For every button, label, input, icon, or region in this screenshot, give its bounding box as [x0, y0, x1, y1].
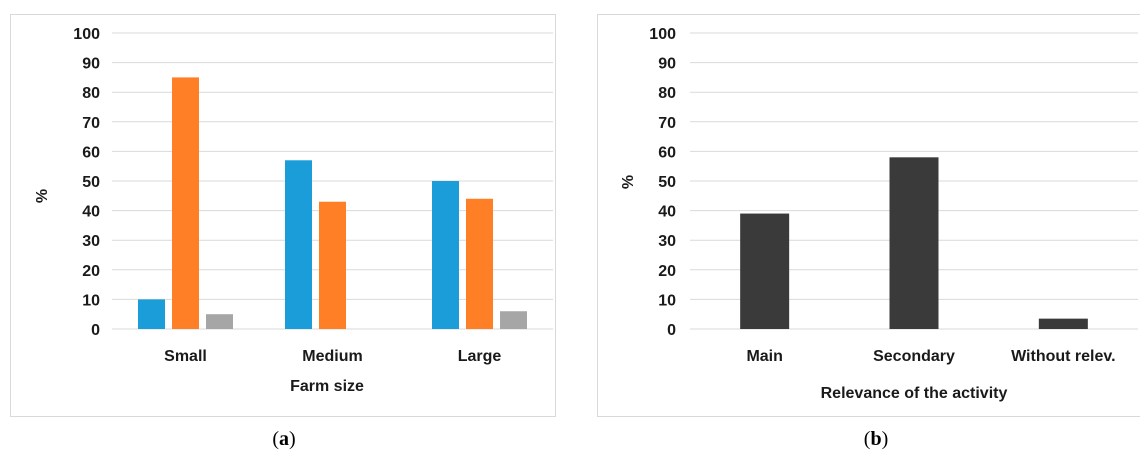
panel-a-bar	[138, 299, 165, 329]
panel-a-y-tick-label: 40	[82, 204, 100, 221]
panel-b-y-ticks: 0 10 20 30 40 50 60 70 80 90 100	[649, 26, 676, 339]
panel-a-categories: Small Medium Large	[164, 348, 501, 365]
panel-b-y-tick-label: 0	[667, 322, 676, 339]
panel-b-x-axis-title: Relevance of the activity	[821, 385, 1008, 402]
panel-b-bar	[1038, 318, 1088, 329]
panel-b-frame	[597, 14, 1140, 417]
caption-a-close: )	[289, 428, 296, 450]
panel-a-y-tick-label: 80	[82, 85, 100, 102]
panel-a-bar	[206, 314, 233, 329]
panel-a-y-tick-label: 10	[82, 292, 100, 309]
panel-b: 0 10 20 30 40 50 60 70 80 90 100 Main Secondary With…	[597, 14, 1140, 417]
panel-a-bar	[285, 160, 312, 329]
panel-a-frame	[10, 14, 556, 417]
panel-a-y-tick-label: 20	[82, 263, 100, 280]
panel-a-y-tick-label: 90	[82, 56, 100, 73]
caption-b-open: (	[864, 428, 871, 450]
panel-a-y-ticks: 0 10 20 30 40 50 60 70 80 90 100	[73, 26, 100, 339]
panel-a-y-tick-label: 100	[73, 26, 100, 43]
panel-b-y-tick-label: 40	[658, 204, 676, 221]
panel-a-y-tick-label: 30	[82, 233, 100, 250]
panel-b-y-tick-label: 20	[658, 263, 676, 280]
panel-b-bar	[889, 157, 939, 329]
panel-b-category-label: Secondary	[873, 348, 955, 365]
panel-a-category-label: Medium	[302, 348, 362, 365]
panel-b-bars	[740, 157, 1088, 329]
panel-b-y-tick-label: 80	[658, 85, 676, 102]
panel-a-y-tick-label: 0	[91, 322, 100, 339]
panel-a-y-tick-label: 50	[82, 174, 100, 191]
panel-a-y-tick-label: 70	[82, 115, 100, 132]
panel-b-category-label: Main	[746, 348, 782, 365]
panel-b-y-tick-label: 50	[658, 174, 676, 191]
panel-a-bar	[172, 77, 199, 330]
panel-a-bar	[319, 201, 346, 329]
caption-a-open: (	[272, 428, 279, 450]
panel-a-y-axis-title: %	[34, 189, 51, 203]
caption-a: (a)	[272, 428, 295, 450]
panel-b-y-tick-label: 100	[649, 26, 676, 43]
panel-b-categories: Main Secondary Without relev.	[746, 348, 1115, 365]
panel-a-bars	[138, 77, 527, 330]
panel-b-y-tick-label: 60	[658, 144, 676, 161]
panel-b-y-tick-label: 90	[658, 56, 676, 73]
panel-a-y-tick-label: 60	[82, 144, 100, 161]
panel-b-y-tick-label: 10	[658, 292, 676, 309]
panel-a-category-label: Large	[458, 348, 502, 365]
panel-b-y-tick-label: 30	[658, 233, 676, 250]
panel-a-bar	[432, 181, 459, 329]
panel-b-y-tick-label: 70	[658, 115, 676, 132]
panel-b-y-axis-title: %	[620, 175, 637, 189]
panel-a-category-label: Small	[164, 348, 207, 365]
caption-b-letter: b	[870, 428, 881, 450]
caption-b-close: )	[882, 428, 889, 450]
panel-a-bar	[500, 311, 527, 329]
caption-b: (b)	[864, 428, 888, 450]
panel-a-x-axis-title: Farm size	[290, 378, 364, 395]
caption-a-letter: a	[279, 428, 289, 450]
panel-a-bar	[466, 198, 493, 329]
panel-b-category-label: Without relev.	[1011, 348, 1115, 365]
panel-b-bar	[740, 213, 790, 329]
